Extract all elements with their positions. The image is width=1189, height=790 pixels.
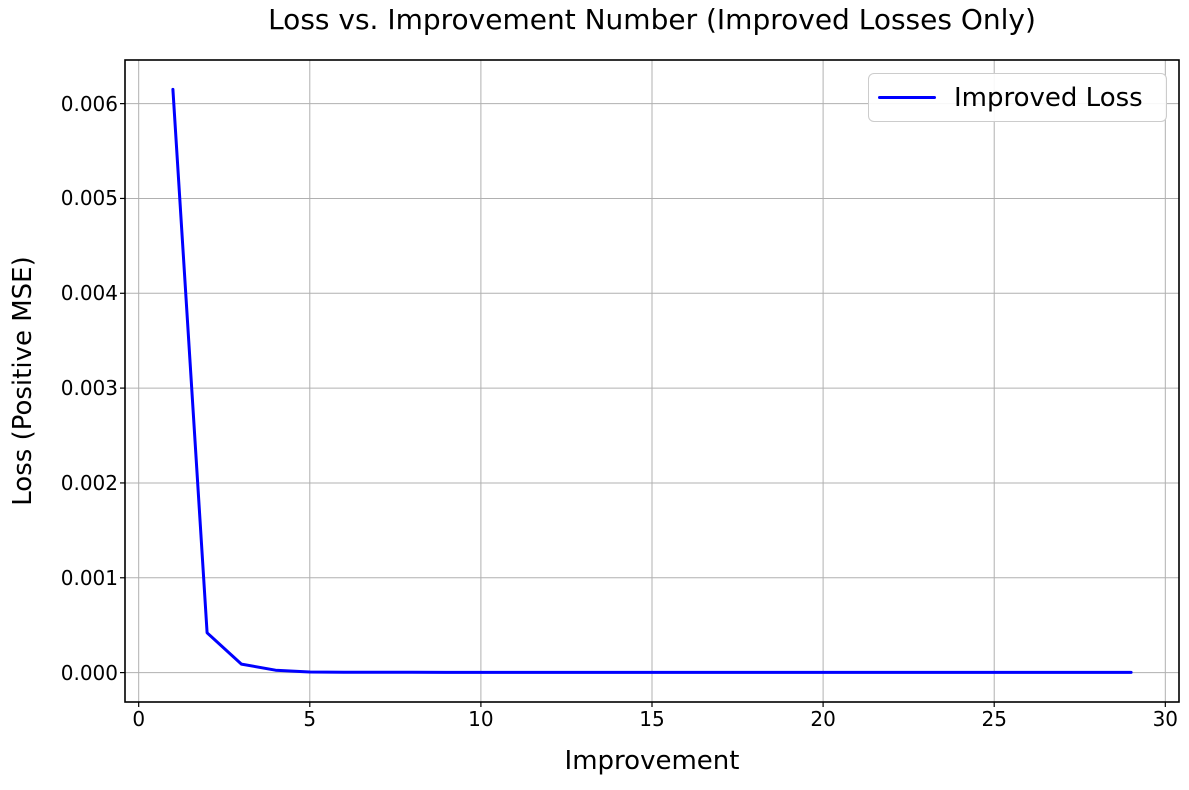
legend: Improved Loss bbox=[868, 73, 1167, 122]
y-tick-label: 0.000 bbox=[60, 660, 118, 685]
improved-loss-line bbox=[171, 87, 1133, 674]
x-tick-label: 0 bbox=[132, 707, 146, 731]
chart-title: Loss vs. Improvement Number (Improved Lo… bbox=[268, 3, 1036, 36]
x-tick-label: 30 bbox=[1152, 707, 1179, 731]
x-tick-label: 20 bbox=[810, 707, 836, 731]
x-tick-label: 15 bbox=[639, 707, 665, 731]
y-tick-label: 0.005 bbox=[60, 186, 118, 211]
y-tick-label: 0.006 bbox=[60, 91, 118, 116]
x-tick-label: 25 bbox=[981, 707, 1007, 731]
y-tick-label: 0.004 bbox=[60, 281, 118, 306]
y-axis-label: Loss (Positive MSE) bbox=[8, 256, 38, 506]
legend-label: Improved Loss bbox=[954, 82, 1143, 113]
x-tick-label: 10 bbox=[468, 707, 494, 731]
y-tick-label: 0.003 bbox=[60, 376, 118, 401]
x-tick-label: 5 bbox=[303, 707, 317, 731]
axes-frame bbox=[124, 59, 1180, 703]
y-tick-label: 0.002 bbox=[60, 470, 118, 495]
plot-area bbox=[120, 59, 1180, 707]
y-tick-label: 0.001 bbox=[60, 565, 118, 590]
legend-line-sample bbox=[878, 96, 936, 99]
x-axis-label: Improvement bbox=[564, 746, 740, 776]
